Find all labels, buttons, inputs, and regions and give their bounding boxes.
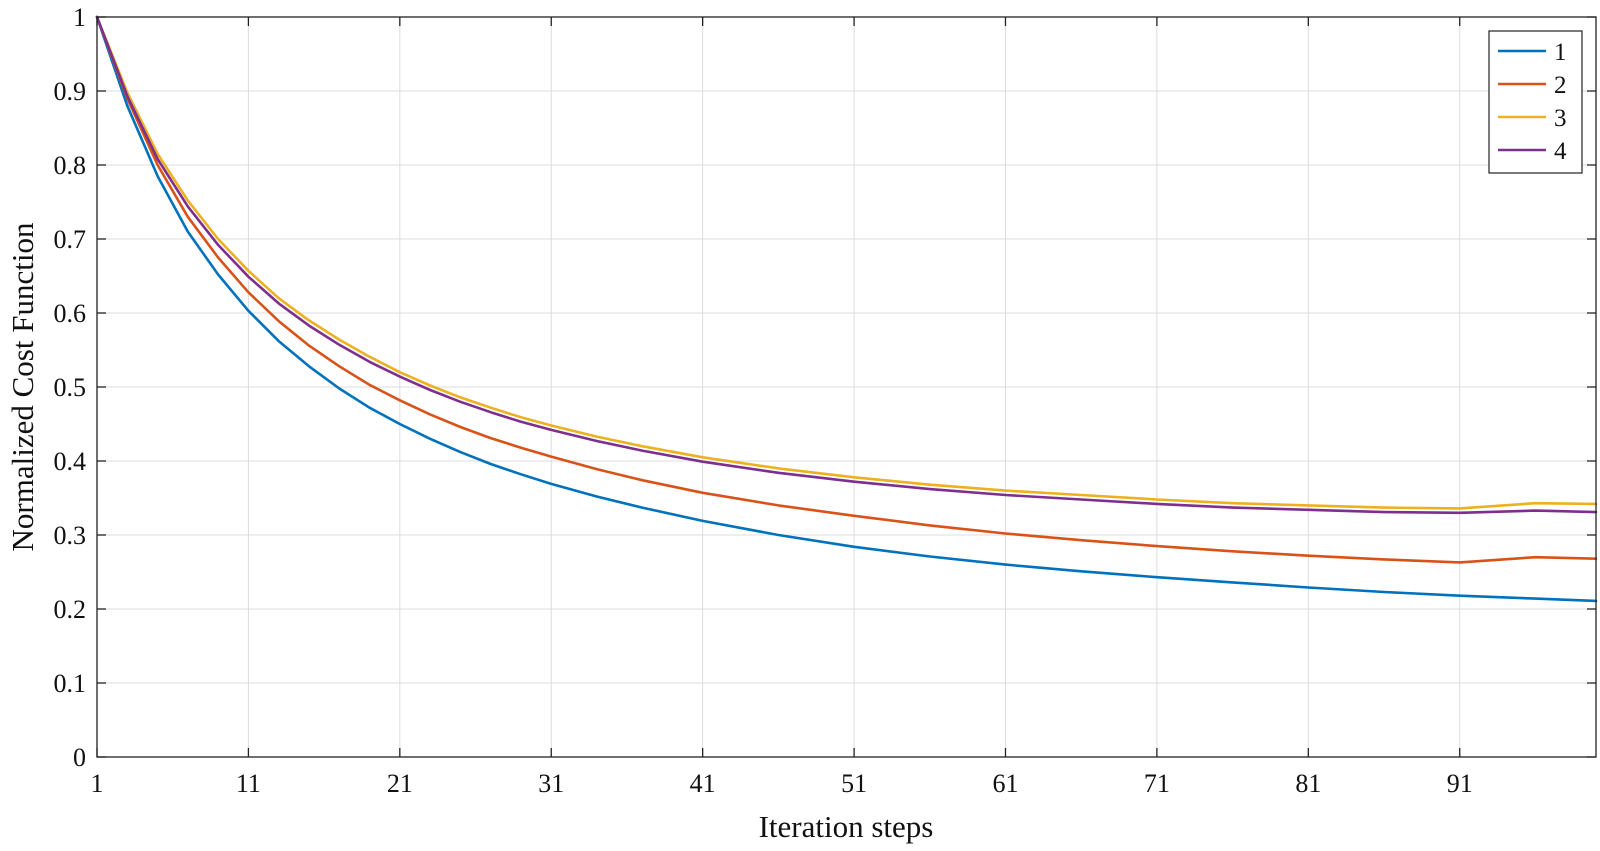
y-axis-label: Normalized Cost Function <box>5 222 40 551</box>
series-line-2 <box>95 15 1598 564</box>
x-tick-label: 21 <box>387 769 413 798</box>
y-tick-label: 0.4 <box>54 447 87 476</box>
x-tick-label: 71 <box>1144 769 1170 798</box>
legend-label-2: 2 <box>1554 72 1567 99</box>
legend-label-1: 1 <box>1554 39 1567 66</box>
y-tick-label: 0 <box>73 743 86 772</box>
series-line-3 <box>95 15 1598 510</box>
legend-label-4: 4 <box>1554 138 1567 165</box>
x-tick-label: 91 <box>1447 769 1473 798</box>
series-line-4 <box>95 15 1598 515</box>
y-tick-label: 0.1 <box>54 669 87 698</box>
series-line-1 <box>95 15 1598 603</box>
y-tick-label: 0.8 <box>54 151 87 180</box>
x-tick-label: 41 <box>690 769 716 798</box>
grid <box>96 16 1596 758</box>
x-tick-label: 51 <box>841 769 867 798</box>
ticks: 1 11 21 31 41 51 61 71 81 9100.10.20.30.40.50.60.… <box>54 3 1596 798</box>
x-axis-label: Iteration steps <box>759 809 934 844</box>
x-tick-label: 31 <box>538 769 564 798</box>
y-tick-label: 0.9 <box>54 77 87 106</box>
y-tick-label: 0.2 <box>54 595 87 624</box>
x-tick-label: 61 <box>992 769 1018 798</box>
y-tick-label: 0.7 <box>54 225 87 254</box>
legend-label-3: 3 <box>1554 105 1567 132</box>
x-tick-label: 81 <box>1295 769 1321 798</box>
y-tick-label: 0.3 <box>54 521 87 550</box>
y-tick-label: 1 <box>73 3 86 32</box>
y-tick-label: 0.6 <box>54 299 87 328</box>
y-tick-label: 0.5 <box>54 373 87 402</box>
x-tick-label: 11 <box>236 769 261 798</box>
legend: 1 2 3 4 <box>1488 30 1583 174</box>
x-tick-label: 1 <box>91 769 104 798</box>
series-group <box>95 15 1598 603</box>
